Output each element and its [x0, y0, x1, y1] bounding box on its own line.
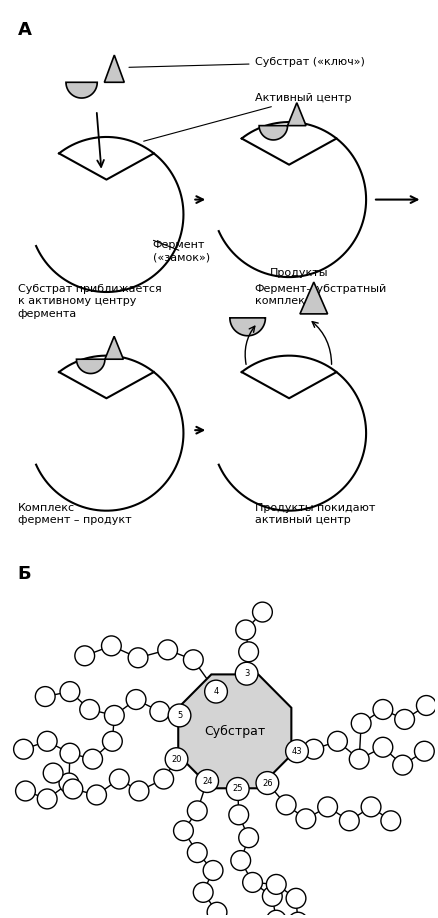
Circle shape — [304, 739, 324, 759]
Circle shape — [158, 640, 177, 660]
Circle shape — [417, 696, 436, 715]
Circle shape — [126, 689, 146, 710]
Circle shape — [105, 706, 124, 725]
Circle shape — [173, 821, 193, 841]
Circle shape — [414, 741, 434, 761]
Text: Продукты: Продукты — [270, 268, 328, 278]
Text: Субстрат приближается
к активному центру
фермента: Субстрат приближается к активному центру… — [18, 284, 161, 319]
Polygon shape — [230, 318, 265, 336]
Text: 43: 43 — [292, 746, 302, 756]
Circle shape — [75, 646, 95, 666]
Circle shape — [165, 748, 188, 770]
Circle shape — [184, 650, 203, 670]
Circle shape — [350, 749, 369, 769]
Circle shape — [328, 732, 347, 751]
Circle shape — [14, 739, 33, 759]
Circle shape — [154, 769, 173, 789]
Circle shape — [286, 740, 308, 763]
Circle shape — [236, 620, 255, 640]
Polygon shape — [288, 103, 306, 126]
Circle shape — [196, 769, 219, 792]
Circle shape — [229, 805, 249, 824]
Circle shape — [187, 800, 207, 821]
Circle shape — [318, 797, 337, 817]
Text: 26: 26 — [262, 778, 273, 788]
Text: 25: 25 — [233, 785, 243, 793]
Text: Субстрат: Субстрат — [204, 725, 265, 738]
Circle shape — [361, 797, 381, 817]
Polygon shape — [219, 122, 366, 277]
Polygon shape — [104, 55, 124, 83]
Text: Фермент
(«замок»): Фермент («замок») — [153, 241, 210, 262]
Polygon shape — [36, 355, 184, 510]
Circle shape — [243, 872, 262, 892]
Circle shape — [296, 809, 316, 829]
Circle shape — [205, 680, 227, 703]
Circle shape — [63, 779, 83, 799]
Circle shape — [226, 778, 249, 800]
Text: Продукты покидают
активный центр: Продукты покидают активный центр — [254, 503, 375, 525]
Circle shape — [381, 811, 401, 831]
Text: 5: 5 — [177, 711, 182, 720]
Circle shape — [60, 682, 80, 701]
Text: Активный центр: Активный центр — [144, 94, 351, 141]
Circle shape — [37, 789, 57, 809]
Circle shape — [253, 602, 272, 622]
Text: 20: 20 — [171, 755, 182, 764]
Circle shape — [193, 882, 213, 902]
Circle shape — [203, 860, 223, 880]
Polygon shape — [300, 282, 328, 314]
Circle shape — [128, 648, 148, 667]
Text: Фермент-субстратный
комплекс: Фермент-субстратный комплекс — [254, 284, 387, 307]
Circle shape — [168, 704, 191, 727]
Circle shape — [395, 710, 414, 730]
Circle shape — [373, 737, 393, 757]
Circle shape — [288, 912, 308, 918]
Circle shape — [59, 773, 79, 793]
Text: Б: Б — [18, 565, 31, 583]
Circle shape — [35, 687, 55, 707]
Circle shape — [235, 662, 258, 685]
Circle shape — [60, 744, 80, 763]
Polygon shape — [36, 137, 184, 292]
Circle shape — [102, 732, 122, 751]
Circle shape — [102, 636, 121, 655]
Circle shape — [393, 756, 413, 775]
Text: Субстрат («ключ»): Субстрат («ключ») — [129, 58, 364, 67]
Circle shape — [266, 875, 286, 894]
Text: 4: 4 — [213, 687, 219, 696]
Circle shape — [231, 851, 251, 870]
Circle shape — [87, 785, 106, 805]
Text: 24: 24 — [202, 777, 212, 786]
Circle shape — [83, 749, 102, 769]
Circle shape — [339, 811, 359, 831]
Text: 3: 3 — [244, 669, 249, 678]
Polygon shape — [178, 675, 291, 789]
Text: А: А — [18, 21, 32, 39]
Circle shape — [16, 781, 35, 800]
Circle shape — [351, 713, 371, 733]
Circle shape — [239, 828, 258, 847]
Circle shape — [276, 795, 296, 815]
Circle shape — [373, 700, 393, 720]
Circle shape — [43, 763, 63, 783]
Circle shape — [187, 843, 207, 863]
Circle shape — [266, 911, 286, 918]
Circle shape — [207, 902, 227, 918]
Polygon shape — [66, 83, 97, 98]
Polygon shape — [105, 336, 124, 359]
Polygon shape — [219, 355, 366, 510]
Text: Комплекс
фермент – продукт: Комплекс фермент – продукт — [18, 503, 131, 525]
Polygon shape — [77, 359, 105, 374]
Circle shape — [256, 772, 279, 794]
Circle shape — [80, 700, 99, 720]
Circle shape — [37, 732, 57, 751]
Circle shape — [150, 701, 170, 722]
Circle shape — [239, 642, 258, 662]
Circle shape — [129, 781, 149, 800]
Polygon shape — [259, 126, 288, 140]
Circle shape — [286, 889, 306, 908]
Circle shape — [262, 887, 282, 906]
Circle shape — [110, 769, 129, 789]
